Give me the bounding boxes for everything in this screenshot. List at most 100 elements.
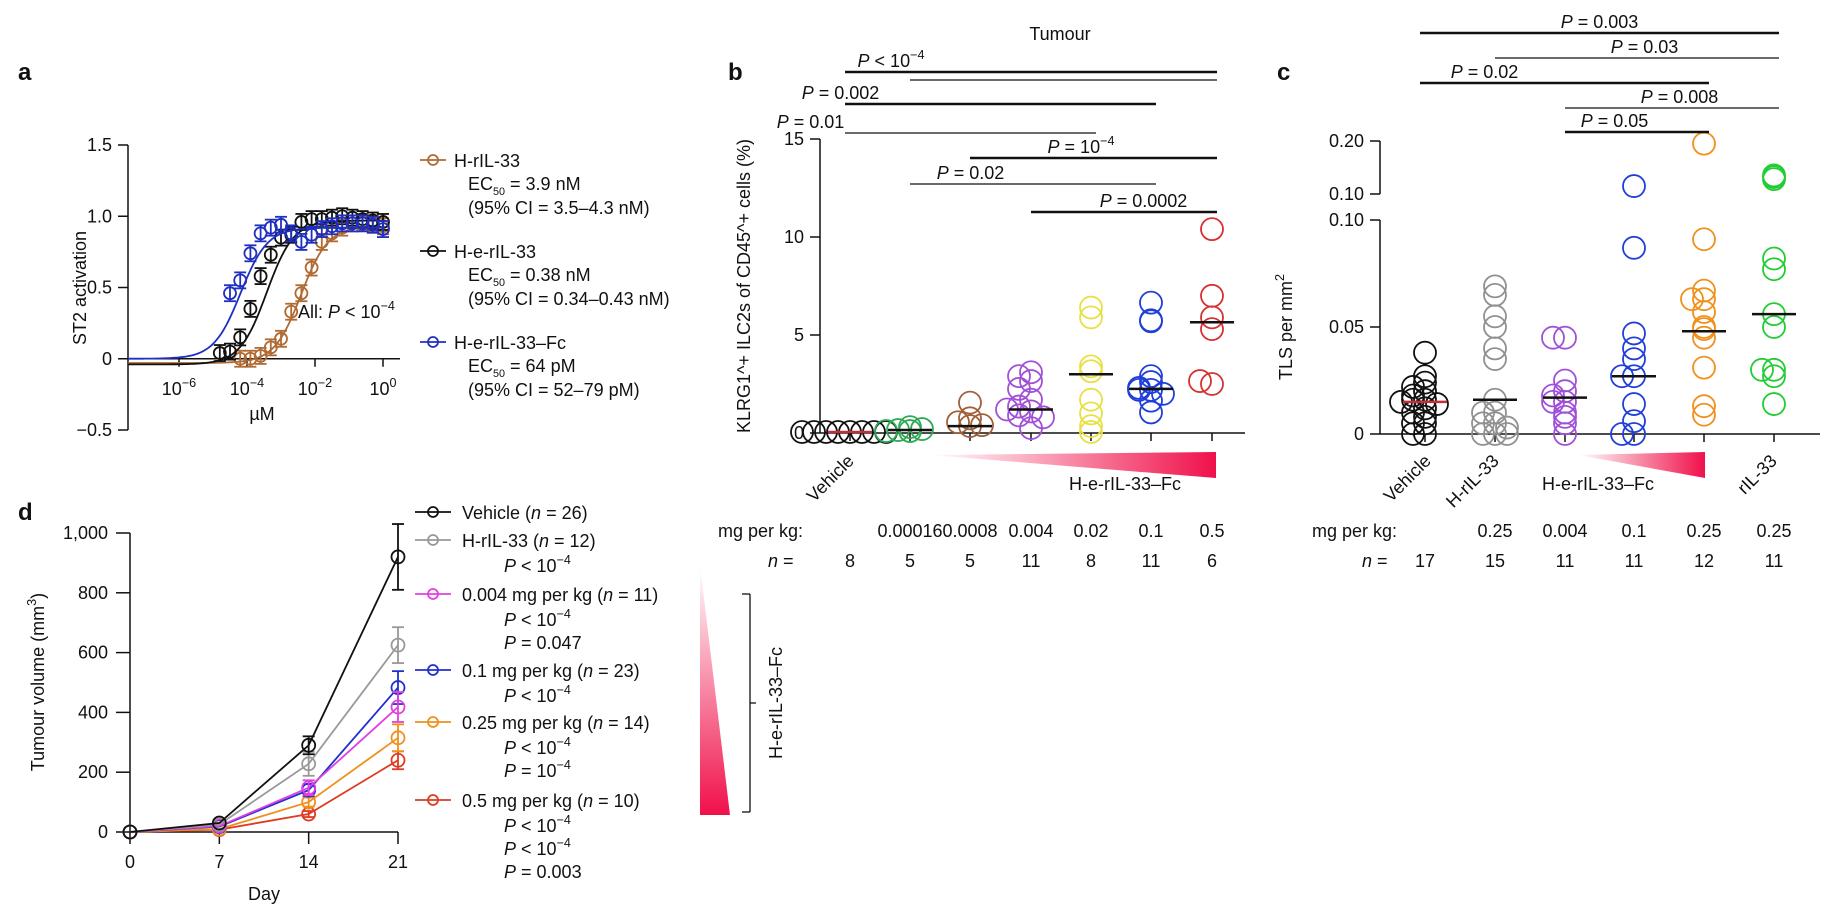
data-point (1139, 290, 1163, 315)
legend-label: Vehicle (n = 26) (462, 503, 588, 523)
panel-label: a (18, 59, 32, 86)
dose-value: 0.5 (1199, 521, 1224, 541)
y-axis-label: KLRG1^+ ILC2s of CD45^+ cells (%) (734, 139, 754, 433)
data-point (390, 752, 406, 768)
y-tick-label: 0 (794, 423, 804, 443)
legend-ci: (95% CI = 3.5–4.3 nM) (468, 198, 650, 218)
y-tick-label: 1.0 (87, 206, 112, 226)
data-point (1483, 422, 1507, 446)
y-tick-label: 0.5 (87, 278, 112, 298)
data-point (1750, 357, 1774, 382)
dose-value: 0.1 (1621, 521, 1646, 541)
x-tick-label: 10−2​ (298, 376, 332, 399)
data-point (1200, 305, 1224, 330)
legend-p-value: P = 10−4​ (504, 758, 571, 781)
data-point (1079, 295, 1103, 320)
series-line (129, 556, 399, 833)
p-value: P = 0.008 (1641, 87, 1719, 107)
x-tick-label: 0 (125, 852, 135, 872)
data-point (243, 301, 258, 316)
data-point (1622, 422, 1646, 446)
data-point (1622, 321, 1646, 346)
panel-label: c (1277, 59, 1290, 86)
data-point (1622, 174, 1646, 198)
series-line (129, 737, 399, 833)
data-point (345, 216, 360, 231)
data-point (1007, 364, 1031, 389)
n-value: 11 (1556, 551, 1575, 571)
data-point (1007, 403, 1031, 428)
data-point (1692, 131, 1716, 156)
data-point (1622, 336, 1646, 361)
data-point (1019, 399, 1043, 424)
data-point (1401, 375, 1425, 399)
chart-title: Tumour (1029, 24, 1090, 44)
data-point (1200, 217, 1224, 242)
y-tick-label: 1,000 (63, 523, 108, 543)
panel-b: b 0 5 10 15 KLRG1^+ ILC2s of CD45^+ cells (%)… (718, 24, 1245, 571)
series-line (129, 686, 399, 833)
data-point (301, 737, 317, 753)
data-point (1079, 414, 1103, 439)
legend-marker (427, 716, 439, 728)
n-value: 12 (1694, 551, 1714, 571)
dose-gradient-wedge (1578, 452, 1705, 478)
data-point (1553, 325, 1577, 350)
legend-p-value: P < 10−4​ (504, 813, 571, 836)
legend-marker (427, 245, 439, 257)
data-point (1413, 404, 1437, 429)
x-category-label: Vehicle (1380, 451, 1435, 506)
p-value: P < 10−4​ (858, 48, 925, 71)
data-point (274, 331, 288, 346)
data-point (1495, 422, 1519, 446)
data-point (1680, 287, 1704, 312)
data-point (1413, 370, 1437, 395)
data-point (1692, 394, 1716, 419)
data-point (1200, 283, 1224, 308)
y-tick-label: 800 (78, 583, 108, 603)
data-point (1762, 246, 1786, 271)
data-point (946, 410, 970, 435)
dose-row-label: mg per kg: (718, 521, 803, 541)
data-point (1401, 422, 1425, 446)
data-point (253, 226, 268, 241)
p-value: P = 10−4​ (1048, 134, 1115, 157)
legend-ci: (95% CI = 52–79 pM) (468, 380, 640, 400)
y-axis-label: ST2 activation (70, 231, 90, 345)
legend-marker (427, 506, 439, 518)
legend-marker (427, 664, 439, 676)
p-value: P = 0.002 (802, 83, 880, 103)
dose-gradient-wedge (700, 565, 730, 815)
data-point (263, 247, 278, 262)
data-point (1541, 325, 1565, 350)
data-point (1413, 396, 1437, 421)
y-tick-label: 0.05 (1329, 317, 1364, 337)
data-point (1483, 304, 1507, 329)
legend-label: H-e-rIL-33 (454, 242, 536, 262)
p-value: P = 0.02 (937, 163, 1005, 183)
dose-value: 0.0008 (942, 521, 997, 541)
data-point (958, 390, 982, 415)
data-point (1483, 274, 1507, 299)
dose-row-label: mg per kg: (1312, 521, 1397, 541)
n-value: 5 (965, 551, 975, 571)
legend-ec50: EC50​ = 3.9 nM (468, 174, 581, 198)
data-point (212, 346, 227, 360)
y-tick-label: 600 (78, 643, 108, 663)
data-point (243, 246, 258, 261)
p-value: P = 0.0002 (1100, 191, 1188, 211)
data-point (253, 269, 268, 284)
data-point (1762, 364, 1786, 389)
fit-curve (128, 226, 385, 360)
data-point (1692, 325, 1716, 350)
legend-p-value: P < 10−4​ (504, 607, 571, 630)
data-point (355, 216, 370, 231)
data-point (1622, 409, 1646, 434)
data-point (284, 304, 299, 319)
data-point (294, 215, 309, 229)
x-tick-label: 21 (388, 852, 408, 872)
dose-value: 0.02 (1073, 521, 1108, 541)
data-point (1188, 369, 1212, 393)
y-tick-label: 200 (78, 762, 108, 782)
n-row-label: n = (768, 551, 794, 571)
